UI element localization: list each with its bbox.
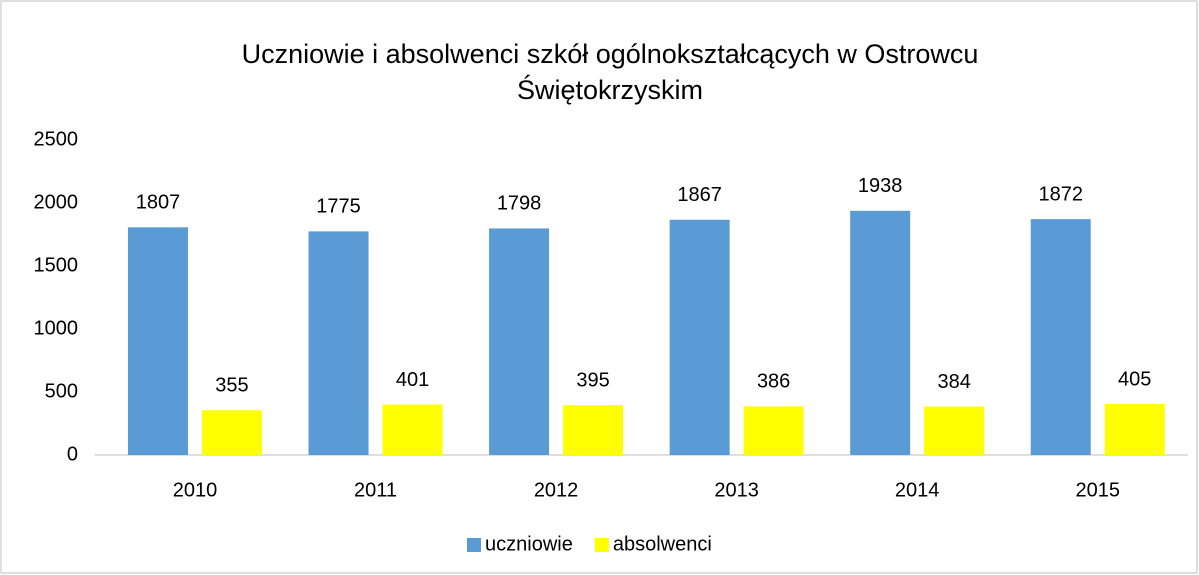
bar [850, 210, 911, 455]
data-label: 1807 [136, 192, 181, 214]
bar [308, 231, 369, 455]
x-tick-label: 2010 [173, 479, 218, 501]
data-label: 401 [396, 369, 429, 391]
bar [1104, 403, 1165, 455]
x-tick-label: 2014 [895, 479, 940, 501]
data-label: 1867 [677, 184, 722, 206]
chart-title: Uczniowie i absolwenci szkół ogólnokszta… [241, 39, 979, 105]
x-tick-label: 2012 [534, 479, 579, 501]
legend-swatch [467, 538, 481, 552]
y-tick-label: 1000 [34, 317, 79, 339]
data-label: 386 [757, 371, 790, 393]
data-label: 1798 [497, 193, 542, 215]
data-label: 355 [215, 375, 248, 397]
y-tick-label: 1500 [34, 254, 79, 276]
bar [563, 405, 624, 455]
data-label: 1872 [1038, 183, 1083, 205]
bar [924, 406, 985, 455]
bar [382, 404, 443, 455]
y-tick-label: 0 [67, 443, 78, 465]
bar [201, 410, 262, 455]
x-tick-label: 2013 [714, 479, 759, 501]
data-label: 384 [937, 371, 970, 393]
legend-label: uczniowie [485, 533, 573, 555]
bar [127, 227, 188, 455]
bar [669, 219, 730, 455]
bar [489, 228, 550, 455]
data-label: 395 [576, 370, 609, 392]
data-label: 1775 [316, 196, 361, 218]
x-tick-label: 2015 [1075, 479, 1120, 501]
bar [743, 406, 804, 455]
legend-swatch [594, 538, 609, 552]
y-tick-label: 500 [45, 380, 78, 402]
data-label: 405 [1118, 368, 1151, 390]
y-tick-label: 2000 [34, 191, 79, 213]
x-tick-label: 2011 [354, 479, 397, 501]
bar [1030, 219, 1091, 455]
data-label: 1938 [858, 175, 903, 197]
y-tick-label: 2500 [34, 128, 79, 150]
legend-label: absolwenci [613, 533, 712, 555]
